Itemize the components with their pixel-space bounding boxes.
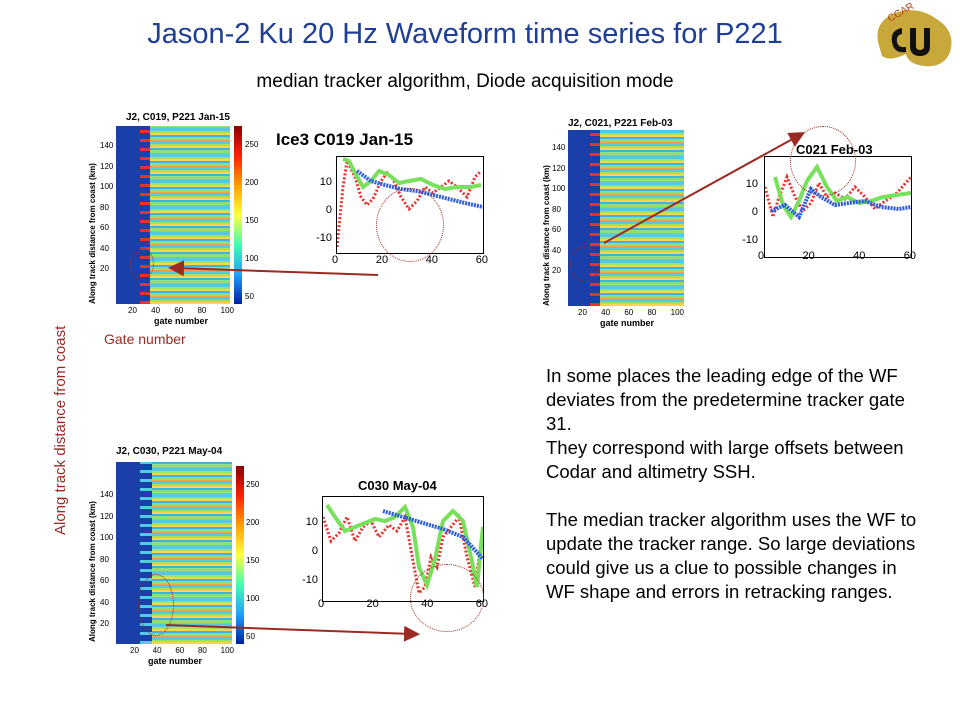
heatmap-panel-2: J2, C021, P221 Feb-03 Along track distan… — [538, 108, 728, 330]
highlight-circle — [570, 246, 600, 282]
explanation-text: In some places the leading edge of the W… — [546, 364, 926, 628]
heatmap-caption: J2, C019, P221 Jan-15 — [126, 112, 230, 123]
arrow-bottom — [165, 624, 420, 642]
gate-number-label: Gate number — [104, 331, 186, 347]
y-ticks: 140 120 100 80 60 40 20 — [552, 143, 566, 275]
waveform-title: C030 May-04 — [358, 478, 437, 493]
y-ticks: 140 120 100 80 60 40 20 — [100, 490, 114, 628]
highlight-circle — [138, 574, 174, 636]
y-ticks: 10 0 -10 — [316, 176, 332, 244]
x-ticks: 0 20 40 60 — [318, 598, 488, 610]
x-ticks: 0 20 40 60 — [332, 254, 488, 266]
ccar-logo: CCAR — [868, 1, 960, 74]
paragraph-3: The median tracker algorithm uses the WF… — [546, 509, 917, 602]
x-ticks: 20 40 60 80 100 — [578, 308, 684, 317]
colorbar — [234, 126, 242, 304]
waveform-plot-1: Ice3 C019 Jan-15 10 0 -10 0 20 40 60 — [276, 128, 496, 278]
heatmap-caption: J2, C021, P221 Feb-03 — [568, 118, 673, 129]
colorbar — [236, 466, 244, 644]
heatmap-caption: J2, C030, P221 May-04 — [116, 446, 223, 457]
waveform-plot-2: C021 Feb-03 10 0 -10 0 20 40 60 — [734, 126, 930, 284]
highlight-circle — [130, 248, 154, 280]
waveform-plot-3: C030 May-04 10 0 -10 0 20 40 60 — [292, 472, 492, 632]
highlight-circle — [790, 126, 856, 196]
waveform-title: Ice3 C019 Jan-15 — [276, 130, 414, 149]
paragraph-2: They correspond with large offsets betwe… — [546, 437, 904, 482]
arrow-left — [168, 260, 379, 277]
colorbar-ticks: 250 200 150 100 50 — [245, 140, 259, 301]
x-ticks: 20 40 60 80 100 — [130, 646, 234, 655]
heatmap-image — [568, 130, 684, 306]
colorbar-ticks: 250 200 150 100 50 — [246, 480, 260, 641]
slide-subtitle: median tracker algorithm, Diode acquisit… — [256, 71, 674, 92]
y-ticks: 10 0 -10 — [742, 178, 758, 246]
paragraph-1: In some places the leading edge of the W… — [546, 365, 905, 434]
heatmap-xlabel: gate number — [148, 656, 203, 666]
x-ticks: 20 40 60 80 100 — [128, 306, 234, 315]
heatmap-panel-3: J2, C030, P221 May-04 Along track distan… — [84, 442, 274, 672]
y-ticks: 140 120 100 80 60 40 20 — [100, 141, 114, 273]
highlight-circle — [410, 564, 484, 632]
heatmap-image — [116, 462, 232, 644]
y-ticks: 10 0 -10 — [302, 516, 318, 586]
slide-title: Jason-2 Ku 20 Hz Waveform time series fo… — [147, 18, 783, 50]
heatmap-xlabel: gate number — [600, 318, 655, 328]
x-ticks: 0 20 40 60 — [758, 250, 916, 262]
arrow-diagonal — [603, 132, 806, 244]
heatmap-xlabel: gate number — [154, 316, 209, 326]
highlight-circle — [376, 188, 444, 262]
